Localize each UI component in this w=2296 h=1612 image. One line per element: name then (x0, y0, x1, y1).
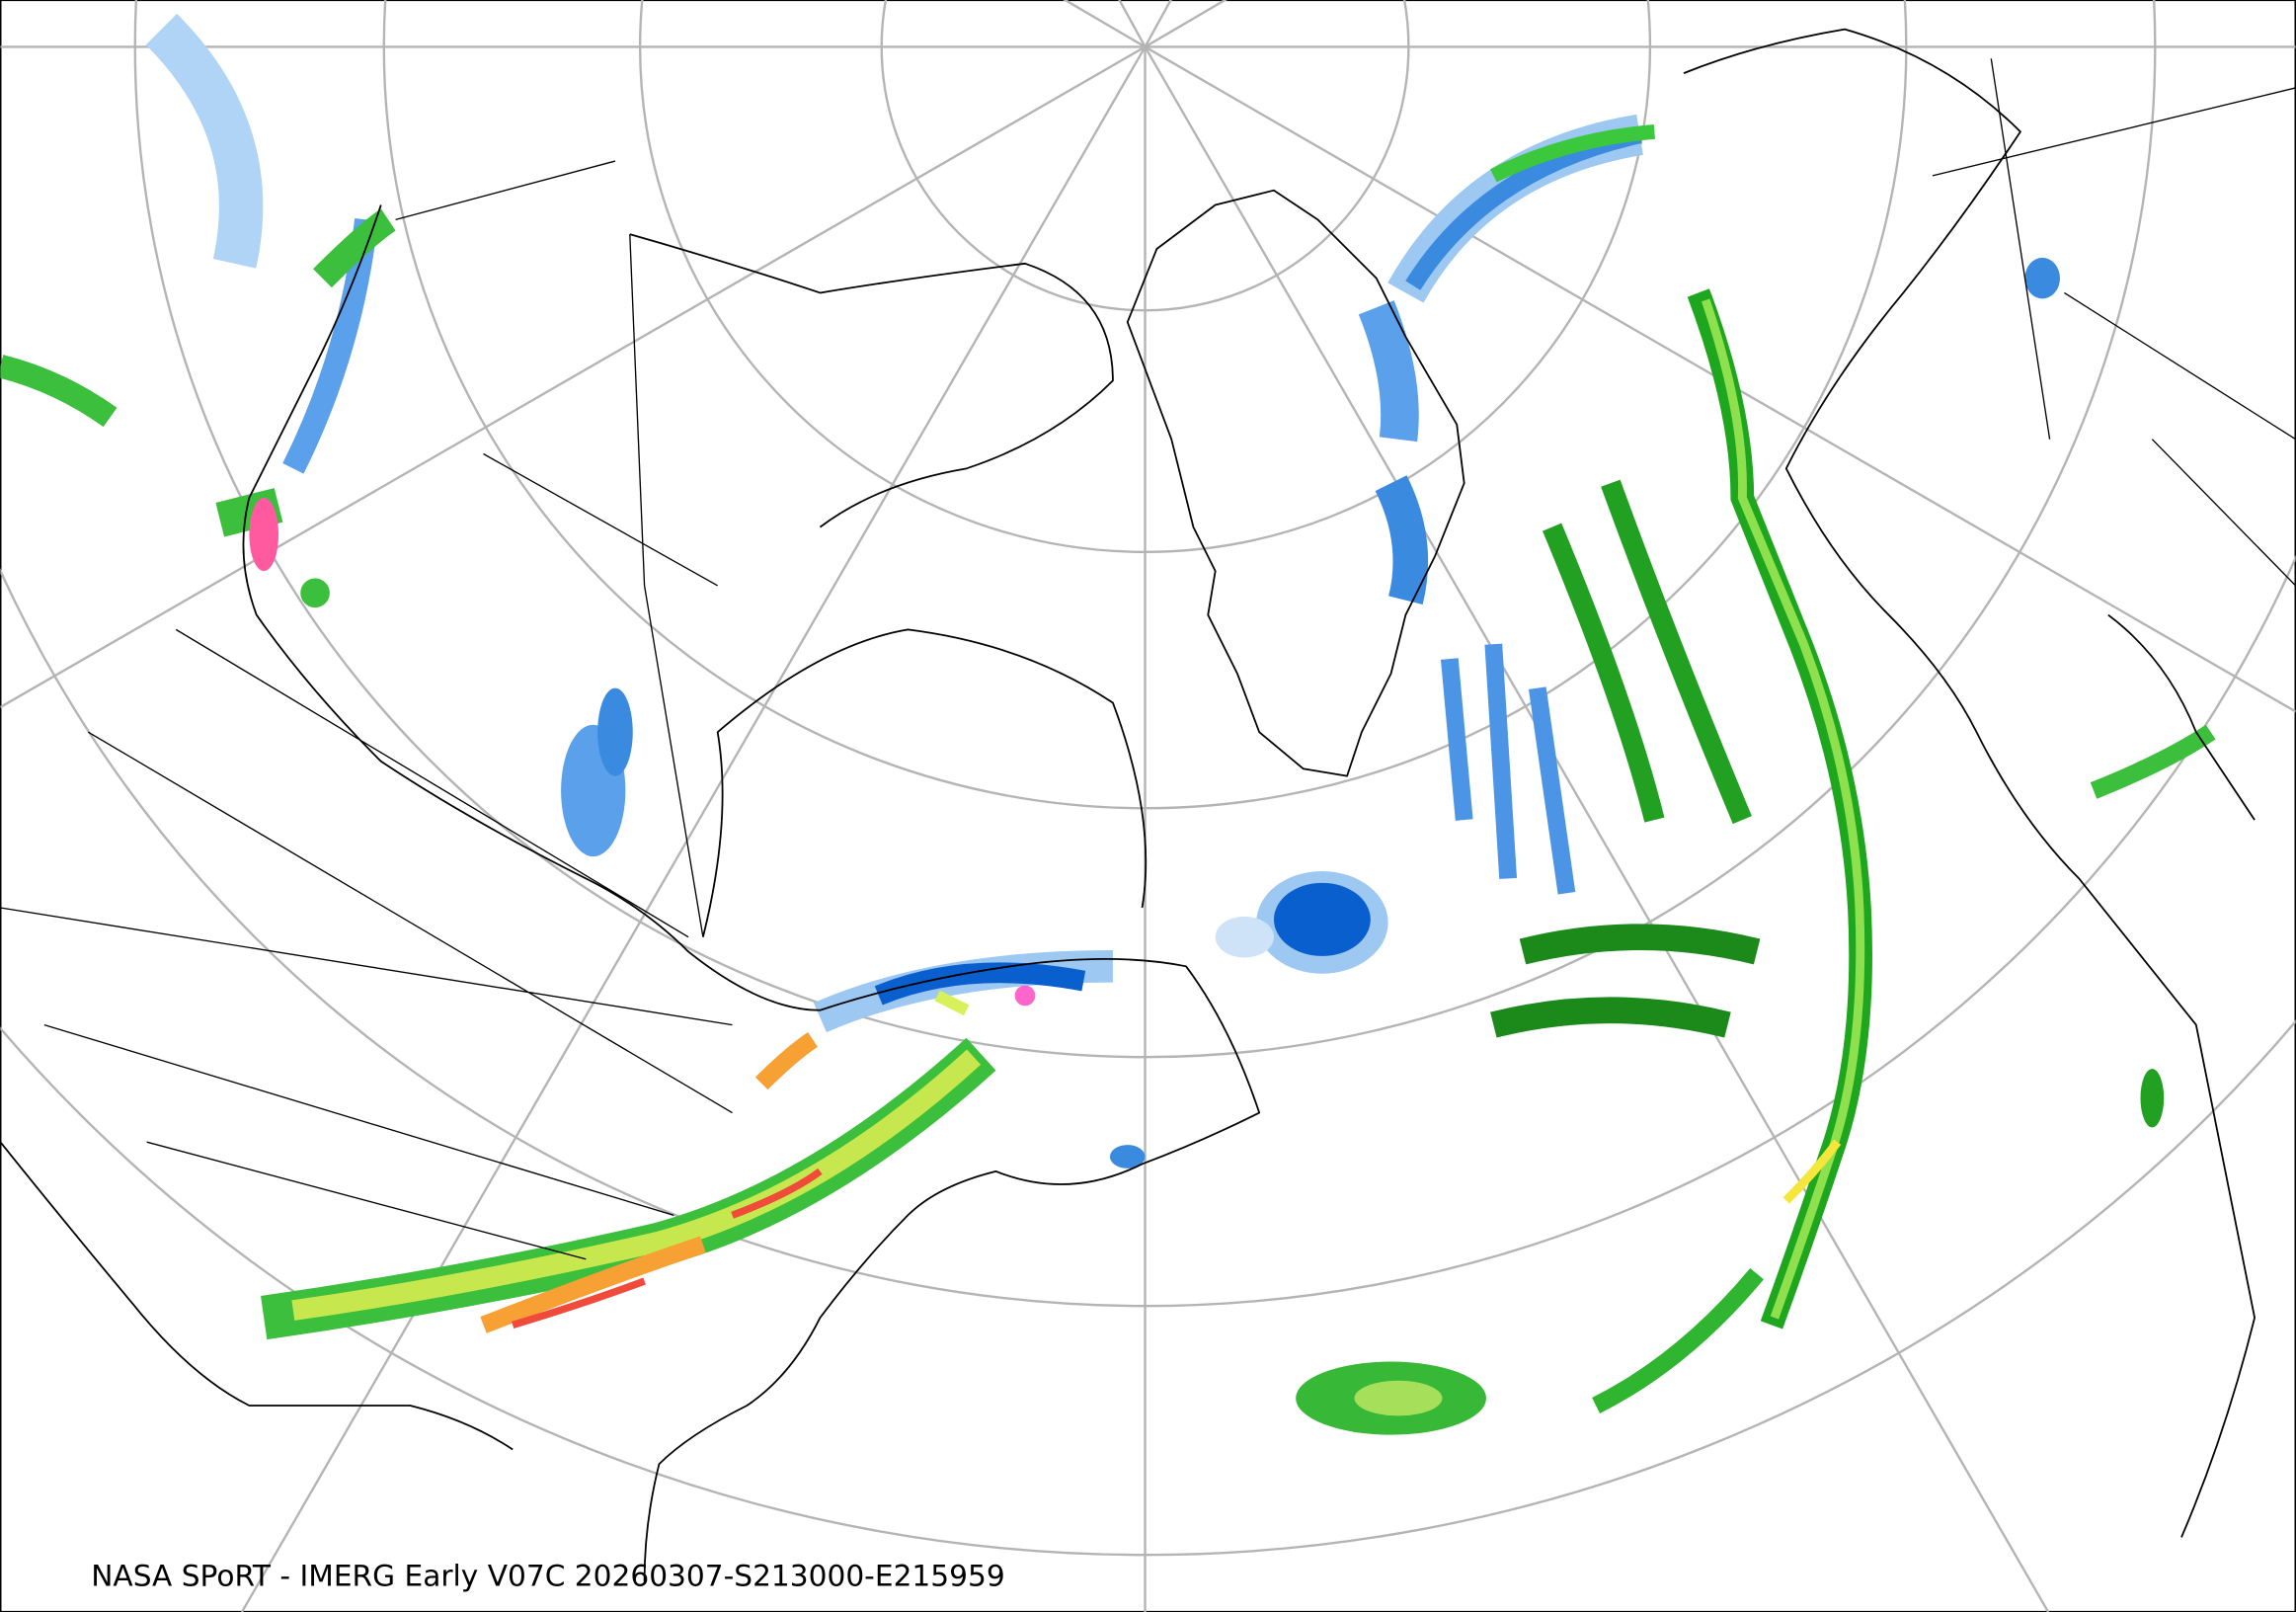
coastlines (0, 28, 2296, 1581)
caption: NASA SPoRT - IMERG Early V07C 20260307-S… (91, 1558, 1004, 1592)
precipitation (0, 13, 2216, 1435)
